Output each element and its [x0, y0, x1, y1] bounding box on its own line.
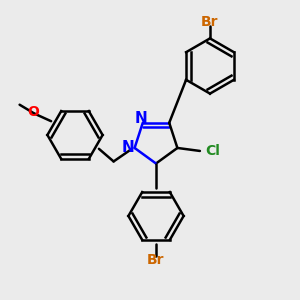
Text: O: O [27, 105, 39, 119]
Text: N: N [135, 111, 148, 126]
Text: Cl: Cl [205, 144, 220, 158]
Text: Br: Br [201, 15, 219, 29]
Text: Br: Br [147, 253, 165, 267]
Text: N: N [122, 140, 134, 155]
